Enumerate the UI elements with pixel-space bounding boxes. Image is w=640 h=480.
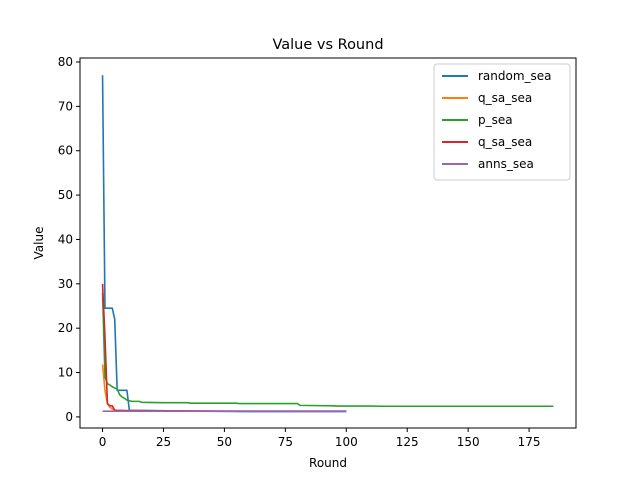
chart-title: Value vs Round (272, 37, 383, 53)
legend-label: q_sa_sea (478, 135, 532, 149)
legend: random_sea q_sa_sea p_sea q_sa_sea anns_sea (433, 63, 571, 181)
x-tick-label: 50 (217, 435, 232, 449)
legend-label: anns_sea (478, 157, 534, 171)
y-tick-label: 10 (58, 366, 73, 380)
y-axis: 0 10 20 30 40 50 60 70 80 (58, 55, 80, 424)
x-axis-label: Round (309, 456, 347, 470)
legend-label: random_sea (478, 69, 552, 83)
plot-area (101, 75, 554, 413)
x-axis: 0 25 50 75 100 125 150 175 (99, 428, 541, 449)
x-tick-label: 25 (156, 435, 171, 449)
series-line-p_sea-2 (101, 292, 554, 408)
y-tick-label: 80 (58, 55, 73, 69)
legend-label: p_sea (478, 113, 513, 127)
y-tick-label: 70 (58, 99, 73, 113)
legend-label: q_sa_sea (478, 91, 532, 105)
y-tick-label: 20 (58, 321, 73, 335)
y-tick-label: 50 (58, 188, 73, 202)
y-tick-label: 60 (58, 144, 73, 158)
y-tick-label: 30 (58, 277, 73, 291)
y-tick-label: 0 (65, 410, 73, 424)
x-tick-label: 175 (518, 435, 541, 449)
x-tick-label: 100 (335, 435, 358, 449)
y-tick-label: 40 (58, 232, 73, 246)
legend-box (433, 63, 571, 181)
x-tick-label: 0 (99, 435, 107, 449)
y-axis-label: Value (32, 227, 46, 260)
axes-frame (79, 57, 577, 429)
x-tick-label: 150 (457, 435, 480, 449)
x-tick-label: 125 (396, 435, 419, 449)
x-tick-label: 75 (278, 435, 293, 449)
